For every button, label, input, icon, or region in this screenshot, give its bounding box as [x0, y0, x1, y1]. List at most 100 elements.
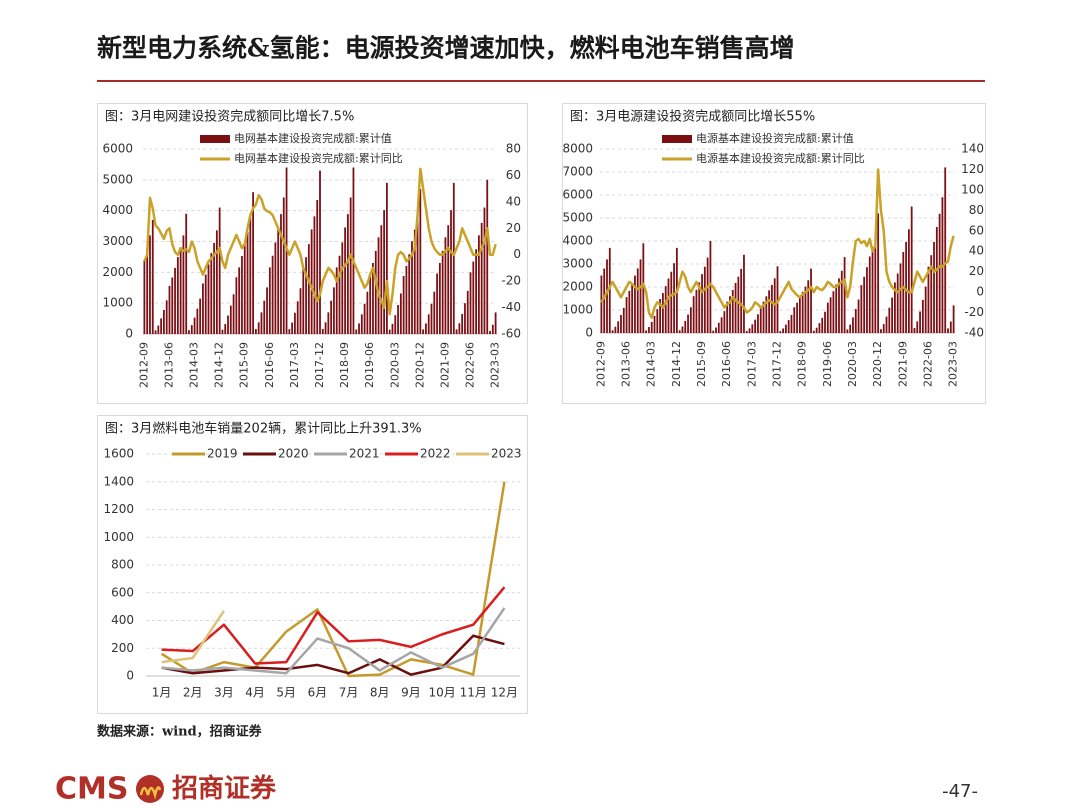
bar: [302, 268, 305, 334]
bar: [910, 206, 913, 333]
bar: [835, 284, 838, 333]
bar: [807, 280, 810, 333]
x-tick-label: 1月: [152, 686, 172, 700]
bar: [673, 263, 675, 333]
bar: [182, 235, 185, 334]
bar: [254, 329, 257, 334]
bar: [352, 167, 355, 334]
y2-tick-label: -20: [964, 305, 984, 319]
y2-tick-label: 40: [969, 244, 984, 258]
bar: [193, 317, 196, 334]
bar: [779, 331, 782, 333]
bar: [863, 276, 866, 333]
bar: [274, 242, 277, 334]
panel: [562, 103, 986, 404]
bar: [489, 330, 491, 334]
bar: [163, 309, 165, 334]
bar: [815, 327, 818, 333]
bar: [176, 257, 179, 334]
bar: [377, 237, 380, 334]
bar: [790, 314, 793, 333]
y-tick-label: 1400: [103, 474, 134, 488]
bar: [204, 274, 207, 334]
bar: [838, 278, 840, 333]
title-rule: [97, 80, 985, 82]
bar: [784, 324, 787, 333]
bar: [394, 315, 397, 334]
bar: [299, 288, 302, 334]
legend-swatch: [200, 135, 230, 143]
bar: [907, 229, 910, 333]
bar: [896, 273, 899, 333]
bar: [857, 299, 860, 333]
x-tick-label: 2014-03: [645, 341, 658, 387]
legend-label: 2023: [491, 447, 522, 461]
bar: [617, 321, 620, 333]
bar: [681, 326, 684, 333]
x-tick-label: 2019-06: [363, 342, 376, 388]
x-tick-label: 8月: [370, 686, 390, 700]
bar: [603, 268, 606, 333]
slide-title: 新型电力系统&氢能：电源投资增速加快，燃料电池车销售高增: [97, 34, 795, 63]
bar: [759, 306, 762, 333]
legend-label: 电网基本建设投资完成额:累计同比: [234, 151, 403, 165]
x-tick-label: 3月: [214, 686, 234, 700]
bar: [480, 223, 483, 334]
bar: [207, 264, 210, 334]
bar: [695, 289, 698, 333]
y2-tick-label: -40: [964, 326, 984, 340]
bar: [670, 271, 673, 333]
bar: [916, 321, 919, 333]
y2-tick-label: 80: [969, 203, 984, 217]
bar: [374, 250, 377, 334]
bar: [199, 298, 202, 334]
x-tick-label: 2021-09: [896, 341, 909, 387]
y-tick-label: 2000: [102, 265, 133, 279]
legend-label: 2022: [420, 447, 451, 461]
bar: [346, 214, 349, 334]
y-tick-label: 8000: [562, 142, 593, 156]
bar: [913, 328, 916, 333]
bar: [494, 312, 497, 334]
y-tick-label: 1000: [102, 296, 133, 310]
y-tick-label: 2000: [562, 280, 593, 294]
bar: [190, 325, 193, 334]
x-tick-label: 2021-09: [438, 342, 451, 388]
bar: [664, 286, 667, 333]
x-tick-label: 2020-12: [413, 342, 426, 388]
bar: [748, 328, 751, 333]
bar: [849, 324, 852, 333]
bar: [333, 287, 335, 334]
bar: [430, 303, 433, 334]
x-tick-label: 2019-06: [821, 341, 834, 387]
y-tick-label: 800: [111, 558, 134, 572]
bar: [341, 242, 344, 334]
y2-tick-label: 0: [513, 247, 521, 261]
x-tick-label: 12月: [491, 686, 518, 700]
bar: [157, 325, 160, 334]
bar: [249, 217, 252, 334]
bar: [687, 314, 689, 333]
x-tick-label: 11月: [460, 686, 487, 700]
bar: [757, 314, 759, 333]
bar: [949, 321, 952, 333]
y-tick-label: 400: [111, 613, 134, 627]
bar: [235, 277, 238, 334]
bar: [271, 255, 274, 334]
x-tick-label: 2017-12: [771, 341, 784, 387]
bar: [229, 305, 232, 334]
bar: [438, 262, 441, 334]
line: [161, 610, 225, 664]
x-tick-label: 2023-03: [489, 342, 502, 388]
bar: [313, 216, 316, 334]
bar: [611, 330, 614, 333]
bar: [213, 242, 215, 334]
bar: [408, 254, 411, 334]
x-tick-label: 4月: [245, 686, 265, 700]
bar: [620, 315, 622, 333]
bar: [243, 243, 246, 334]
bar: [829, 297, 832, 333]
bar: [712, 330, 715, 333]
bar: [452, 182, 455, 334]
bar: [921, 299, 924, 333]
